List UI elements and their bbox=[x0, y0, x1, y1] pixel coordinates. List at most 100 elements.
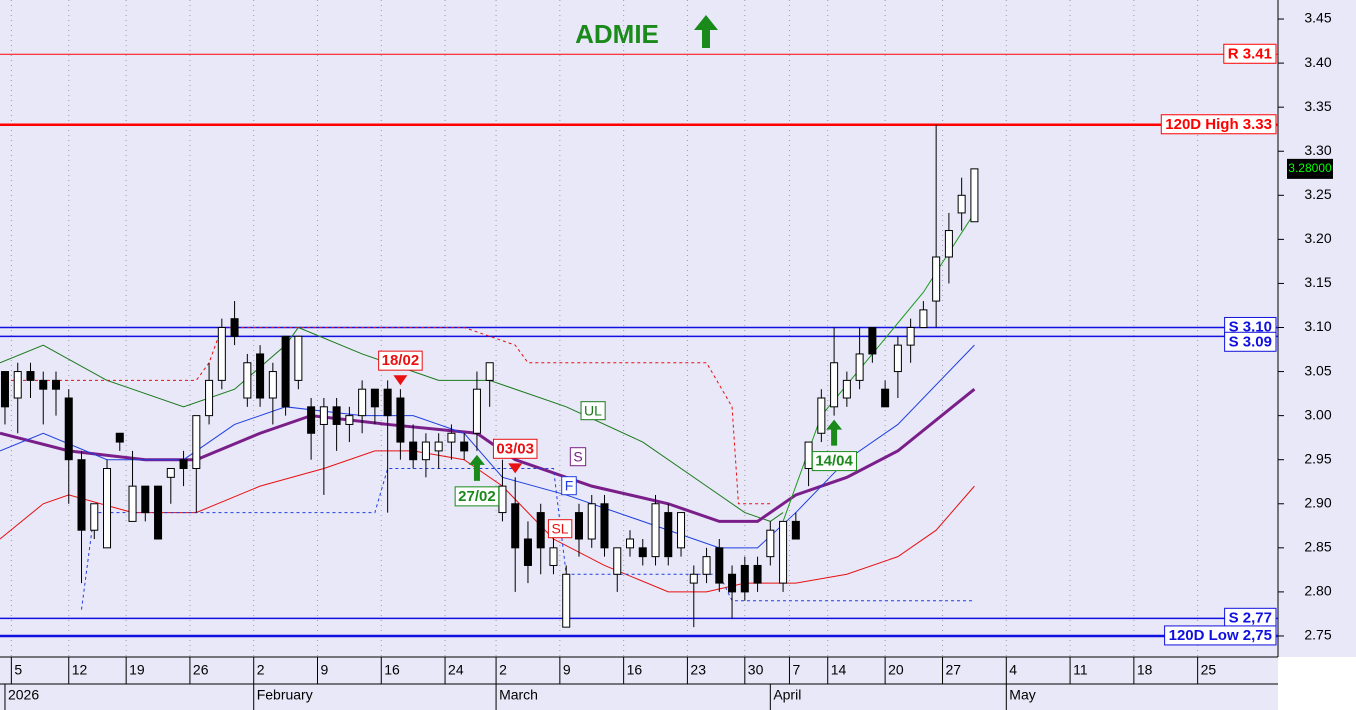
candle-body bbox=[77, 459, 86, 531]
series-label: F bbox=[565, 478, 574, 494]
last-price-box bbox=[1287, 158, 1333, 179]
series-label: UL bbox=[584, 403, 602, 419]
candle-body bbox=[944, 230, 953, 258]
candle-body bbox=[791, 520, 800, 540]
level-label-box bbox=[1164, 625, 1277, 646]
candle-body bbox=[868, 327, 877, 355]
candle-body bbox=[638, 547, 647, 558]
candle-body bbox=[906, 327, 915, 346]
candle-body bbox=[154, 485, 163, 540]
last-price-label: 3.28000 bbox=[1288, 161, 1332, 175]
candle-body bbox=[766, 529, 775, 558]
series-label-box bbox=[547, 519, 573, 539]
candle-body bbox=[804, 441, 813, 470]
series-label: SL bbox=[551, 521, 568, 537]
candle-body bbox=[970, 168, 979, 223]
series-label-box bbox=[569, 447, 587, 467]
y-tick-label: 3.15 bbox=[1304, 274, 1331, 290]
signal-arrow bbox=[508, 463, 523, 474]
candle-body bbox=[498, 485, 507, 514]
candle-body bbox=[268, 371, 277, 399]
y-tick-label: 3.00 bbox=[1304, 406, 1331, 422]
signal-arrow bbox=[393, 375, 408, 386]
candle-body bbox=[689, 573, 698, 584]
candle-body bbox=[728, 573, 737, 593]
candle-body bbox=[358, 388, 367, 417]
y-tick-label: 3.30 bbox=[1304, 142, 1331, 158]
x-tick-label: 20 bbox=[888, 662, 904, 678]
x-tick-label: 14 bbox=[831, 662, 847, 678]
month-label: 2026 bbox=[8, 687, 39, 703]
candle-body bbox=[651, 503, 660, 558]
candle-body bbox=[90, 503, 99, 531]
signal-box bbox=[454, 486, 500, 507]
level-label: S 2,77 bbox=[1229, 609, 1272, 626]
candle-body bbox=[460, 441, 469, 452]
level-label-box bbox=[1160, 114, 1277, 135]
candle-body bbox=[523, 538, 532, 566]
x-tick-label: 23 bbox=[690, 662, 706, 678]
signal-label: 14/04 bbox=[815, 453, 853, 470]
candle-body bbox=[166, 468, 175, 478]
x-tick-label: 26 bbox=[193, 662, 209, 678]
y-tick-label: 2.80 bbox=[1304, 583, 1331, 599]
candle-body bbox=[919, 309, 928, 329]
y-tick-label: 2.85 bbox=[1304, 539, 1331, 555]
candle-body bbox=[562, 573, 571, 628]
x-tick-label: 19 bbox=[129, 662, 145, 678]
candle-body bbox=[51, 379, 61, 390]
x-tick-label: 24 bbox=[448, 662, 464, 678]
candle-body bbox=[715, 547, 724, 584]
signal-label: 03/03 bbox=[496, 440, 534, 457]
candle-body bbox=[511, 503, 520, 549]
candle-body bbox=[549, 547, 558, 566]
x-tick-label: 2 bbox=[257, 662, 265, 678]
candle-body bbox=[345, 415, 354, 425]
x-tick-label: 2 bbox=[499, 662, 507, 678]
y-tick-label: 3.25 bbox=[1304, 186, 1331, 202]
y-tick-label: 2.90 bbox=[1304, 494, 1331, 510]
x-tick-label: 27 bbox=[946, 662, 962, 678]
candle-body bbox=[103, 468, 112, 549]
candle-body bbox=[434, 441, 443, 452]
x-tick-label: 9 bbox=[320, 662, 328, 678]
level-label: 120D Low 2,75 bbox=[1169, 627, 1272, 644]
signal-box bbox=[378, 350, 423, 371]
signal-arrow bbox=[826, 419, 843, 446]
candle-body bbox=[256, 353, 265, 399]
candle-body bbox=[217, 327, 226, 381]
candle-body bbox=[128, 485, 137, 522]
candle-body bbox=[319, 406, 328, 425]
candle-body bbox=[817, 397, 826, 434]
candle-body bbox=[664, 512, 673, 558]
series-label-box bbox=[580, 401, 606, 421]
candle-body bbox=[370, 388, 379, 408]
signal-box bbox=[492, 438, 538, 459]
candle-body bbox=[574, 512, 583, 540]
candle-body bbox=[205, 379, 214, 417]
candle-body bbox=[587, 503, 596, 540]
candle-body bbox=[855, 353, 864, 381]
signal-arrow bbox=[468, 454, 485, 481]
indicator-line bbox=[0, 344, 975, 549]
candle-body bbox=[702, 556, 711, 575]
x-tick-label: 4 bbox=[1009, 662, 1017, 678]
candle-body bbox=[0, 371, 9, 408]
level-label: R 3.41 bbox=[1228, 45, 1272, 62]
month-label: May bbox=[1009, 687, 1035, 703]
candle-body bbox=[307, 406, 316, 434]
candle-body bbox=[485, 362, 494, 381]
candle-body bbox=[830, 362, 839, 408]
candle-body bbox=[421, 441, 430, 461]
x-tick-label: 16 bbox=[627, 662, 643, 678]
candle-body bbox=[447, 432, 456, 443]
level-label: 120D High 3.33 bbox=[1165, 116, 1272, 133]
month-label: February bbox=[257, 687, 313, 703]
candle-body bbox=[753, 564, 762, 584]
candle-body bbox=[192, 415, 201, 470]
y-tick-label: 3.20 bbox=[1304, 230, 1331, 246]
signal-box bbox=[811, 451, 858, 472]
x-tick-label: 12 bbox=[72, 662, 88, 678]
